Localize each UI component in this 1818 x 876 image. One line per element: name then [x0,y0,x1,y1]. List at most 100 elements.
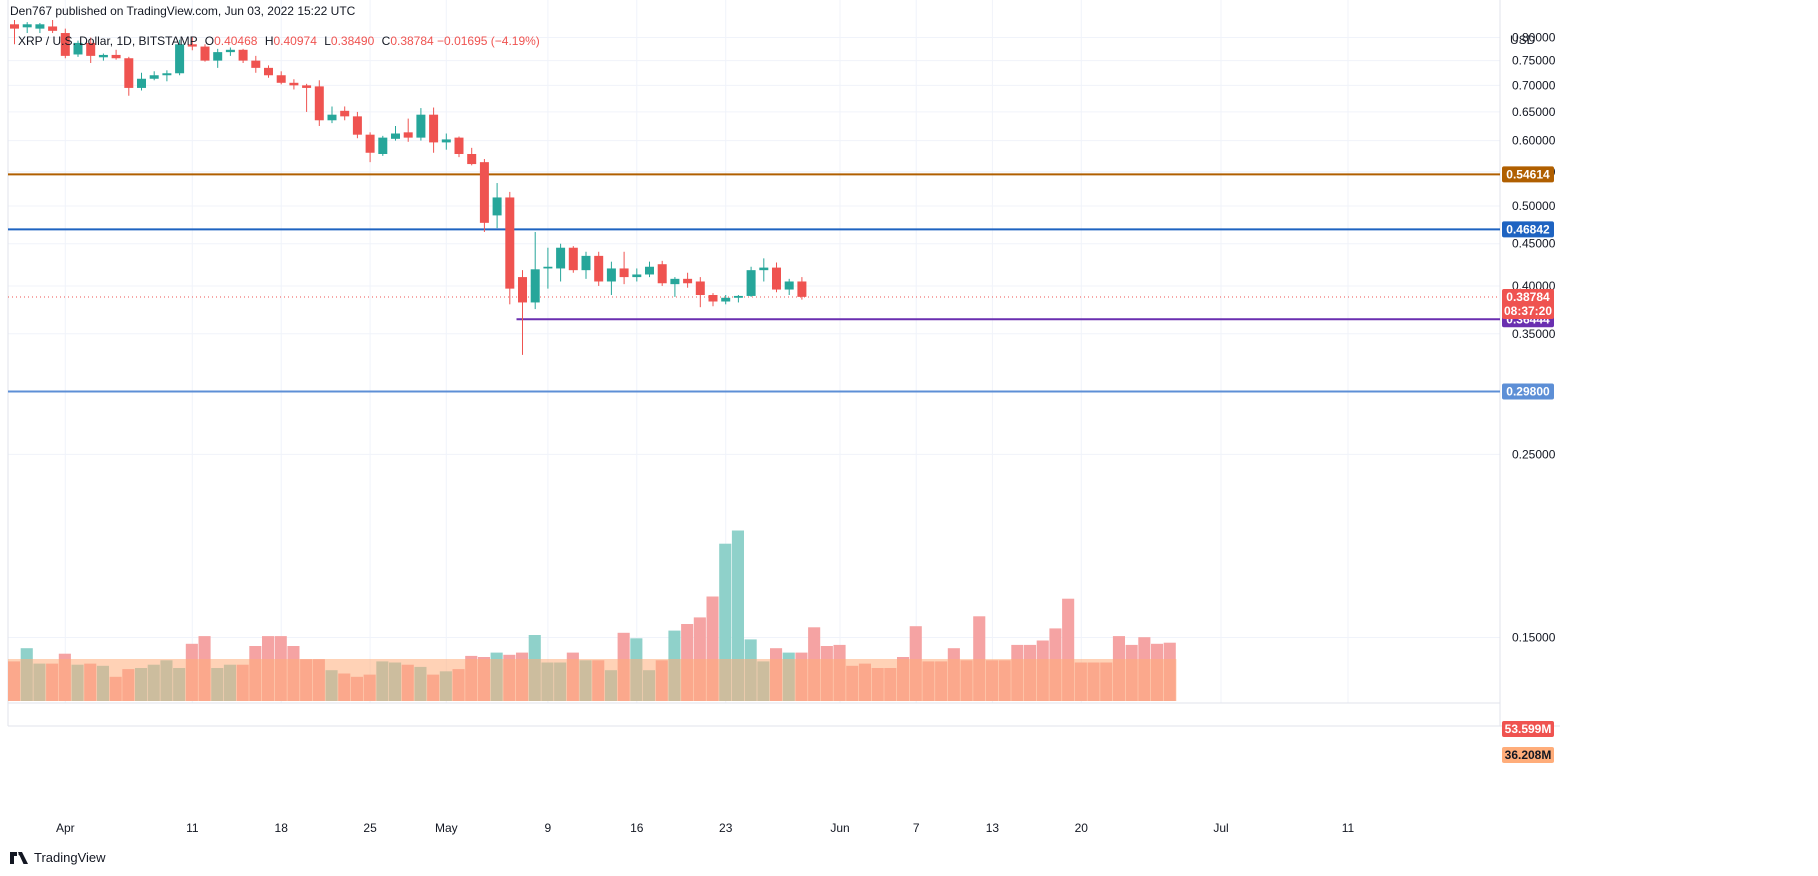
candle [124,56,134,96]
candle [581,251,591,279]
price-axis: 0.800000.750000.700000.650000.600000.550… [1510,30,1556,644]
tradingview-brand[interactable]: TradingView [10,850,106,865]
time-tick-label: 11 [1342,821,1355,835]
candle-body [632,274,642,278]
candle-body [365,134,375,153]
time-tick-label: Jul [1213,821,1228,835]
candle [518,270,527,355]
candle-body [797,281,807,297]
level-price-tag: 0.29800 [1502,383,1554,400]
candle-body [124,58,134,88]
candle-body [784,281,794,290]
candle [302,83,312,112]
candle [606,261,616,296]
candle [657,260,667,286]
symbol-title: XRP / U.S. Dollar, 1D, BITSTAMP [18,34,198,48]
candle [86,37,96,64]
published-caption: Den767 published on TradingView.com, Jun… [10,4,356,18]
candle-body [60,33,70,56]
price-tick-label: 0.60000 [1512,134,1556,148]
time-tick-label: 16 [630,821,644,835]
candle [276,71,286,85]
candle-body [225,49,235,53]
candle-body [657,264,667,284]
candle-body [556,247,566,269]
candle-body [505,197,515,289]
candle-body [10,24,19,29]
candle-body [251,60,261,68]
candle-body [708,295,718,302]
candle [238,48,248,64]
candle-body [530,269,540,303]
candle-body [581,255,591,271]
candle-body [352,116,362,135]
candle-body [746,270,756,296]
level-price-tag-bg [1502,221,1554,238]
price-tick-label: 0.35000 [1512,327,1556,341]
candle-body [137,78,146,88]
change-value: −0.01695 (−4.19%) [437,34,540,48]
candle [251,55,261,73]
candle-body [695,281,705,296]
volume-ma-tag: 36.208M [1502,747,1554,763]
volume-ma-area [8,659,1177,701]
candle-body [22,24,32,28]
candle-body [568,247,578,271]
candle [175,39,185,76]
candle [695,277,705,308]
candle [670,277,680,297]
price-tick-label: 0.75000 [1512,54,1556,68]
candle-body [73,42,83,55]
volume-last-tag: 53.599M [1502,721,1554,737]
candle [22,22,32,34]
horizontal-levels [8,173,1500,393]
candle-body [619,268,629,278]
candle-body [213,52,223,61]
candle [772,262,781,293]
candle-body [479,162,489,223]
candle-body [302,85,312,88]
close-value: 0.38784 [390,34,434,48]
candle [530,231,540,310]
time-tick-label: 25 [363,821,377,835]
currency-label: USD [1510,33,1536,47]
candle [378,135,388,156]
candle [162,70,172,82]
candle [619,251,629,285]
candle-body [175,44,185,74]
candle-body [289,82,299,86]
candle-body [772,267,781,290]
time-tick-label: May [435,821,458,835]
candle-body [111,54,121,59]
price-tick-label: 0.65000 [1512,105,1556,119]
candle-body [378,137,388,154]
candle [492,183,502,229]
candle [391,125,400,141]
brand-label: TradingView [34,850,106,865]
price-tick-label: 0.15000 [1512,631,1556,645]
candle-body [264,67,273,76]
candle-body [543,266,553,269]
candle-body [759,267,769,271]
candle [797,277,807,300]
candle [48,20,58,34]
last-price-tag-bg [1502,289,1554,320]
price-tick-label: 0.70000 [1512,78,1556,92]
volume-last-tag-text: 53.599M [1505,722,1552,736]
low-value: 0.38490 [330,34,375,48]
candle [10,20,19,45]
price-tick-label: 0.80000 [1512,30,1556,44]
candle-body [403,132,413,138]
candle-series [10,20,807,355]
candle [365,132,375,163]
candle-body [162,73,172,76]
candle-body [670,278,680,285]
candle [149,71,159,81]
candle-body [594,255,604,282]
high-value: 0.40974 [273,34,317,48]
candle-body [733,295,743,298]
candle [213,48,223,68]
symbol-legend: XRP / U.S. Dollar, 1D, BITSTAMP O0.40468… [18,34,540,48]
candle-body [327,114,337,121]
